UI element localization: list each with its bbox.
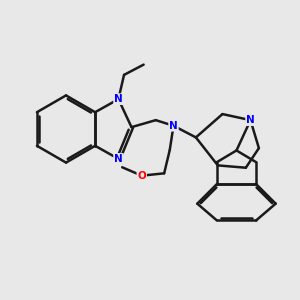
Text: N: N (114, 154, 123, 164)
Text: N: N (169, 121, 178, 131)
Text: O: O (137, 171, 146, 181)
Text: N: N (246, 115, 255, 125)
Text: N: N (114, 94, 123, 104)
